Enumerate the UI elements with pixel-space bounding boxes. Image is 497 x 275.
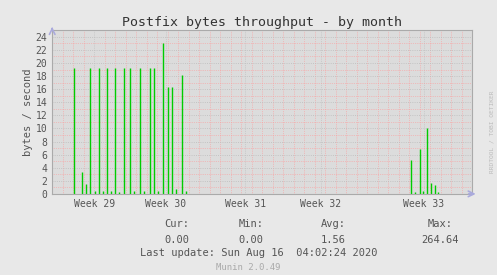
Text: Max:: Max:	[427, 219, 452, 229]
Text: 264.64: 264.64	[421, 235, 459, 245]
Text: Avg:: Avg:	[321, 219, 345, 229]
Text: Min:: Min:	[239, 219, 263, 229]
Text: Cur:: Cur:	[164, 219, 189, 229]
Text: RRDTOOL / TOBI OETIKER: RRDTOOL / TOBI OETIKER	[490, 91, 495, 173]
Y-axis label: bytes / second: bytes / second	[23, 68, 33, 156]
Text: 0.00: 0.00	[164, 235, 189, 245]
Title: Postfix bytes throughput - by month: Postfix bytes throughput - by month	[122, 16, 402, 29]
Text: 0.00: 0.00	[239, 235, 263, 245]
Text: Munin 2.0.49: Munin 2.0.49	[216, 263, 281, 271]
Text: 1.56: 1.56	[321, 235, 345, 245]
Text: Last update: Sun Aug 16  04:02:24 2020: Last update: Sun Aug 16 04:02:24 2020	[140, 248, 377, 258]
